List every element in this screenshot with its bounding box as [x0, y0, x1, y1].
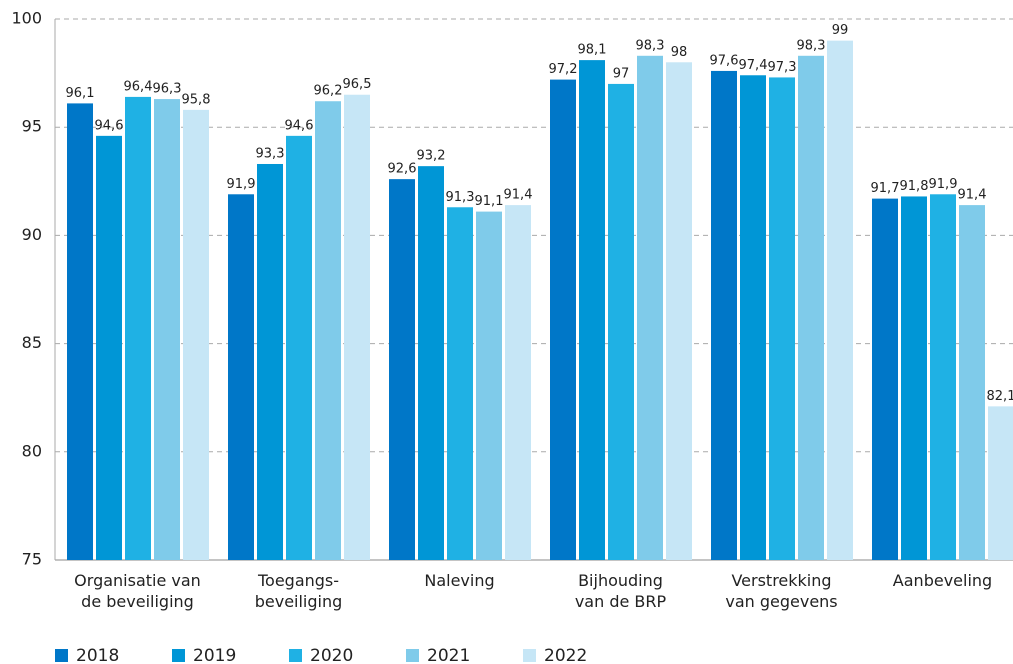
legend-swatch	[406, 649, 419, 662]
bar	[315, 101, 341, 561]
bar	[872, 198, 898, 560]
data-label: 98,3	[797, 38, 826, 53]
x-tick-label: Naleving	[424, 571, 495, 590]
data-label: 91,3	[446, 190, 475, 205]
data-label: 93,2	[417, 149, 446, 164]
bar	[637, 55, 663, 561]
data-label: 96,1	[66, 86, 95, 101]
bar	[228, 194, 254, 560]
x-tick-label: Organisatie van de beveiliging	[74, 571, 201, 611]
data-label: 91,1	[475, 194, 504, 209]
bar	[579, 60, 605, 561]
data-label: 98	[671, 45, 688, 60]
data-label: 98,1	[578, 43, 607, 58]
data-label: 97,3	[768, 60, 797, 75]
bar	[769, 77, 795, 560]
data-label: 82,1	[987, 389, 1013, 404]
y-tick-label: 75	[22, 550, 42, 569]
data-label: 91,4	[504, 188, 533, 203]
y-tick-label: 90	[22, 225, 42, 244]
x-tick-label: Toegangs- beveiliging	[254, 571, 343, 611]
legend-swatch	[172, 649, 185, 662]
data-label: 96,5	[343, 77, 372, 92]
y-tick-label: 100	[11, 9, 42, 28]
data-label: 94,6	[95, 118, 124, 133]
legend-label: 2020	[310, 646, 353, 664]
legend-label: 2018	[76, 646, 119, 664]
legend-swatch	[55, 649, 68, 662]
x-tick-label: Bijhouding van de BRP	[574, 571, 667, 611]
x-tick-label: Verstrekking van gegevens	[725, 571, 838, 611]
legend-label: 2022	[544, 646, 587, 664]
bar	[476, 211, 502, 560]
bar	[154, 99, 180, 561]
data-label: 94,6	[285, 118, 314, 133]
data-label: 96,3	[153, 82, 182, 97]
data-label: 97,6	[710, 53, 739, 68]
bar	[550, 79, 576, 560]
bar	[96, 135, 122, 560]
bar	[344, 94, 370, 561]
legend-swatch	[289, 649, 302, 662]
bar	[740, 75, 766, 560]
bar	[183, 109, 209, 560]
data-label: 97	[613, 66, 630, 81]
data-label: 91,9	[227, 177, 256, 192]
data-label: 93,3	[256, 146, 285, 161]
data-label: 92,6	[388, 162, 417, 177]
x-tick-label: Aanbeveling	[892, 571, 993, 590]
data-label: 91,4	[958, 188, 987, 203]
bar	[988, 406, 1013, 560]
data-label: 95,8	[182, 92, 211, 107]
bar	[286, 135, 312, 560]
legend-label: 2021	[427, 646, 470, 664]
bar	[447, 207, 473, 560]
y-tick-label: 85	[22, 333, 42, 352]
data-label: 97,2	[549, 62, 578, 77]
data-label: 98,3	[636, 38, 665, 53]
bar	[125, 96, 151, 561]
data-label: 99	[832, 23, 849, 38]
bar	[505, 205, 531, 560]
bar	[666, 62, 692, 560]
data-label: 91,9	[929, 177, 958, 192]
legend-label: 2019	[193, 646, 236, 664]
bar	[930, 194, 956, 560]
data-label: 97,4	[739, 58, 768, 73]
bar	[798, 55, 824, 561]
legend-swatch	[523, 649, 536, 662]
data-label: 91,8	[900, 179, 929, 194]
y-tick-label: 80	[22, 441, 42, 460]
bar	[389, 179, 415, 561]
data-label: 96,2	[314, 84, 343, 99]
bar	[711, 70, 737, 560]
bar	[959, 205, 985, 560]
bar	[257, 163, 283, 560]
y-tick-label: 95	[22, 117, 42, 136]
bar	[608, 83, 634, 561]
bar	[827, 40, 853, 560]
data-label: 91,7	[871, 181, 900, 196]
data-label: 96,4	[124, 79, 153, 94]
bar	[901, 196, 927, 560]
bar	[418, 166, 444, 561]
bar	[67, 103, 93, 561]
